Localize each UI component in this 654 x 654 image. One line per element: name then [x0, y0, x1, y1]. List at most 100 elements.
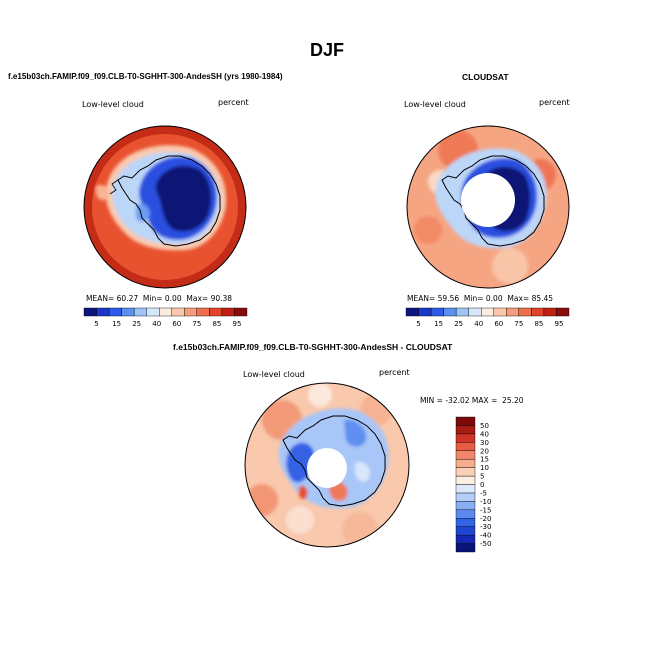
- panel1-colorbar-tick-label: 95: [233, 320, 242, 328]
- panel3-colorbar-tick-label: -40: [480, 532, 491, 540]
- panel1-colorbar-swatch: [96, 307, 110, 317]
- panel2-colorbar-swatch: [468, 307, 482, 317]
- panel3-colorbar-tick-label: 15: [480, 456, 489, 464]
- panel3-colorbar-swatch: [455, 416, 476, 426]
- panel2-mean-label: MEAN=: [407, 294, 436, 303]
- panel1-colorbar-swatch: [196, 307, 210, 317]
- panel1-colorbar-tick-label: 25: [132, 320, 141, 328]
- panel3-colorbar-swatch: [455, 526, 476, 536]
- panel3-colorbar-swatch: [455, 518, 476, 527]
- panel1-colorbar-swatch: [121, 307, 135, 317]
- panel2-units-label: percent: [539, 98, 570, 107]
- panel3-colorbar-swatch: [455, 450, 476, 460]
- panel3-colorbar-swatch: [455, 425, 476, 435]
- panel3-colorbar-tick-label: 0: [480, 481, 484, 489]
- panel2-colorbar-tick-label: 15: [434, 320, 443, 328]
- panel3-colorbar-tick-label: 20: [480, 447, 489, 455]
- panel1-stats: MEAN= 60.27 Min= 0.00 Max= 90.38: [86, 294, 232, 303]
- panel2-variable-label: Low-level cloud: [404, 100, 466, 109]
- panel1-units-label: percent: [218, 98, 249, 107]
- panel2-colorbar-swatch: [543, 307, 557, 317]
- panel2-map-border: [406, 125, 570, 289]
- panel1-variable-label: Low-level cloud: [82, 100, 144, 109]
- panel3-colorbar-tick-label: -30: [480, 523, 491, 531]
- panel3-colorbar-tick-label: 30: [480, 439, 489, 447]
- page-title: DJF: [309, 40, 344, 60]
- panel2-colorbar-swatch: [481, 307, 494, 317]
- panel2-colorbar-tick-label: 40: [474, 320, 483, 328]
- panel2-colorbar-tick-label: 75: [514, 320, 523, 328]
- panel3-units-label: percent: [379, 368, 410, 377]
- panel2-colorbar-swatch: [493, 307, 507, 317]
- panel1-colorbar-tick-label: 15: [112, 320, 121, 328]
- panel2-colorbar-tick-label: 25: [454, 320, 463, 328]
- panel1-colorbar-swatch: [221, 307, 235, 317]
- panel3-colorbar-tick-label: -50: [480, 540, 491, 548]
- panel1-colorbar-swatch: [171, 307, 185, 317]
- panel1-colorbar-tick-label: 40: [152, 320, 161, 328]
- panel2-colorbar-swatch: [405, 307, 419, 317]
- panel1-max-value: 90.38: [210, 294, 233, 303]
- panel1-map-border: [83, 125, 247, 289]
- panel2-colorbar-tick-label: 95: [555, 320, 564, 328]
- panel1-colorbar-tick-label: 60: [172, 320, 181, 328]
- panel3-colorbar-swatch: [455, 458, 476, 468]
- panel3-colorbar-swatch: [455, 543, 476, 553]
- panel3-colorbar-swatch: [455, 501, 476, 511]
- panel2-colorbar-swatch: [531, 307, 545, 317]
- panel1-colorbar-tick-label: 5: [94, 320, 98, 328]
- panel3-colorbar-tick-label: -5: [480, 489, 487, 497]
- panel3-colorbar-tick-label: 5: [480, 473, 484, 481]
- panel3-map: [245, 383, 409, 547]
- panel3-colorbar-tick-label: 40: [480, 430, 489, 438]
- panel2-colorbar-swatch: [518, 307, 532, 317]
- panel1-mean-label: MEAN=: [86, 294, 115, 303]
- panel2-colorbar-swatch: [556, 307, 570, 317]
- panel3-colorbar-tick-label: 10: [480, 464, 489, 472]
- panel2-min-value: 0.00: [485, 294, 503, 303]
- panel3-colorbar-swatch: [455, 492, 476, 502]
- panel2-colorbar-swatch: [430, 307, 444, 317]
- panel2-max-label: Max=: [507, 294, 530, 303]
- colorbars: 5 15 25 40 60 75 85 95 5 15 25 40 60 75 85 95-50-40-30-…: [83, 307, 570, 553]
- panel1-map: [84, 126, 246, 288]
- panel1-colorbar-swatch: [108, 307, 122, 317]
- panel3-colorbar-tick-label: 50: [480, 422, 489, 430]
- panel3-variable-label: Low-level cloud: [243, 370, 305, 379]
- panel1-colorbar-tick-label: 85: [212, 320, 221, 328]
- panel1-colorbar-swatch: [184, 307, 198, 317]
- panel3-title: f.e15b03ch.FAMIP.f09_f09.CLB-T0-SGHHT-30…: [173, 342, 453, 352]
- panel2-colorbar-swatch: [418, 307, 432, 317]
- panel2-map: [407, 126, 569, 288]
- panel2-colorbar-tick-label: 60: [494, 320, 503, 328]
- panel1-colorbar-swatch: [234, 307, 248, 317]
- panel1-colorbar-swatch: [146, 307, 160, 317]
- panel1-max-label: Max=: [186, 294, 209, 303]
- panel2-stats: MEAN= 59.56 Min= 0.00 Max= 85.45: [407, 294, 553, 303]
- panel3-colorbar-tick-label: -10: [480, 498, 491, 506]
- panel2-title: CLOUDSAT: [462, 72, 509, 82]
- panel1-colorbar-swatch: [83, 307, 97, 317]
- panel1-min-label: Min=: [142, 294, 163, 303]
- panel1-colorbar-tick-label: 75: [192, 320, 201, 328]
- panel1-colorbar-swatch: [133, 307, 147, 317]
- panel2-colorbar-swatch: [506, 307, 520, 317]
- panel2-min-label: Min=: [463, 294, 484, 303]
- panel3-colorbar-tick-label: -15: [480, 506, 491, 514]
- panel2-mean-value: 59.56: [437, 294, 460, 303]
- panel3-map-border: [244, 382, 410, 548]
- panel2-colorbar-swatch: [443, 307, 457, 317]
- panel3-colorbar-swatch: [455, 534, 476, 544]
- panel3-colorbar-swatch: [455, 467, 476, 477]
- panel3-minmax: MIN = -32.02 MAX = 25.20: [420, 396, 524, 405]
- panel3-colorbar-swatch: [455, 509, 476, 519]
- panel2-colorbar-swatch: [455, 307, 469, 317]
- panel2-max-value: 85.45: [531, 294, 554, 303]
- panel3-colorbar-swatch: [455, 442, 476, 451]
- panel2-colorbar-tick-label: 85: [534, 320, 543, 328]
- panel3-colorbar-tick-label: -20: [480, 515, 491, 523]
- panel3-colorbar-swatch: [455, 433, 476, 443]
- panel3-colorbar-swatch: [455, 475, 476, 485]
- panel1-mean-value: 60.27: [116, 294, 139, 303]
